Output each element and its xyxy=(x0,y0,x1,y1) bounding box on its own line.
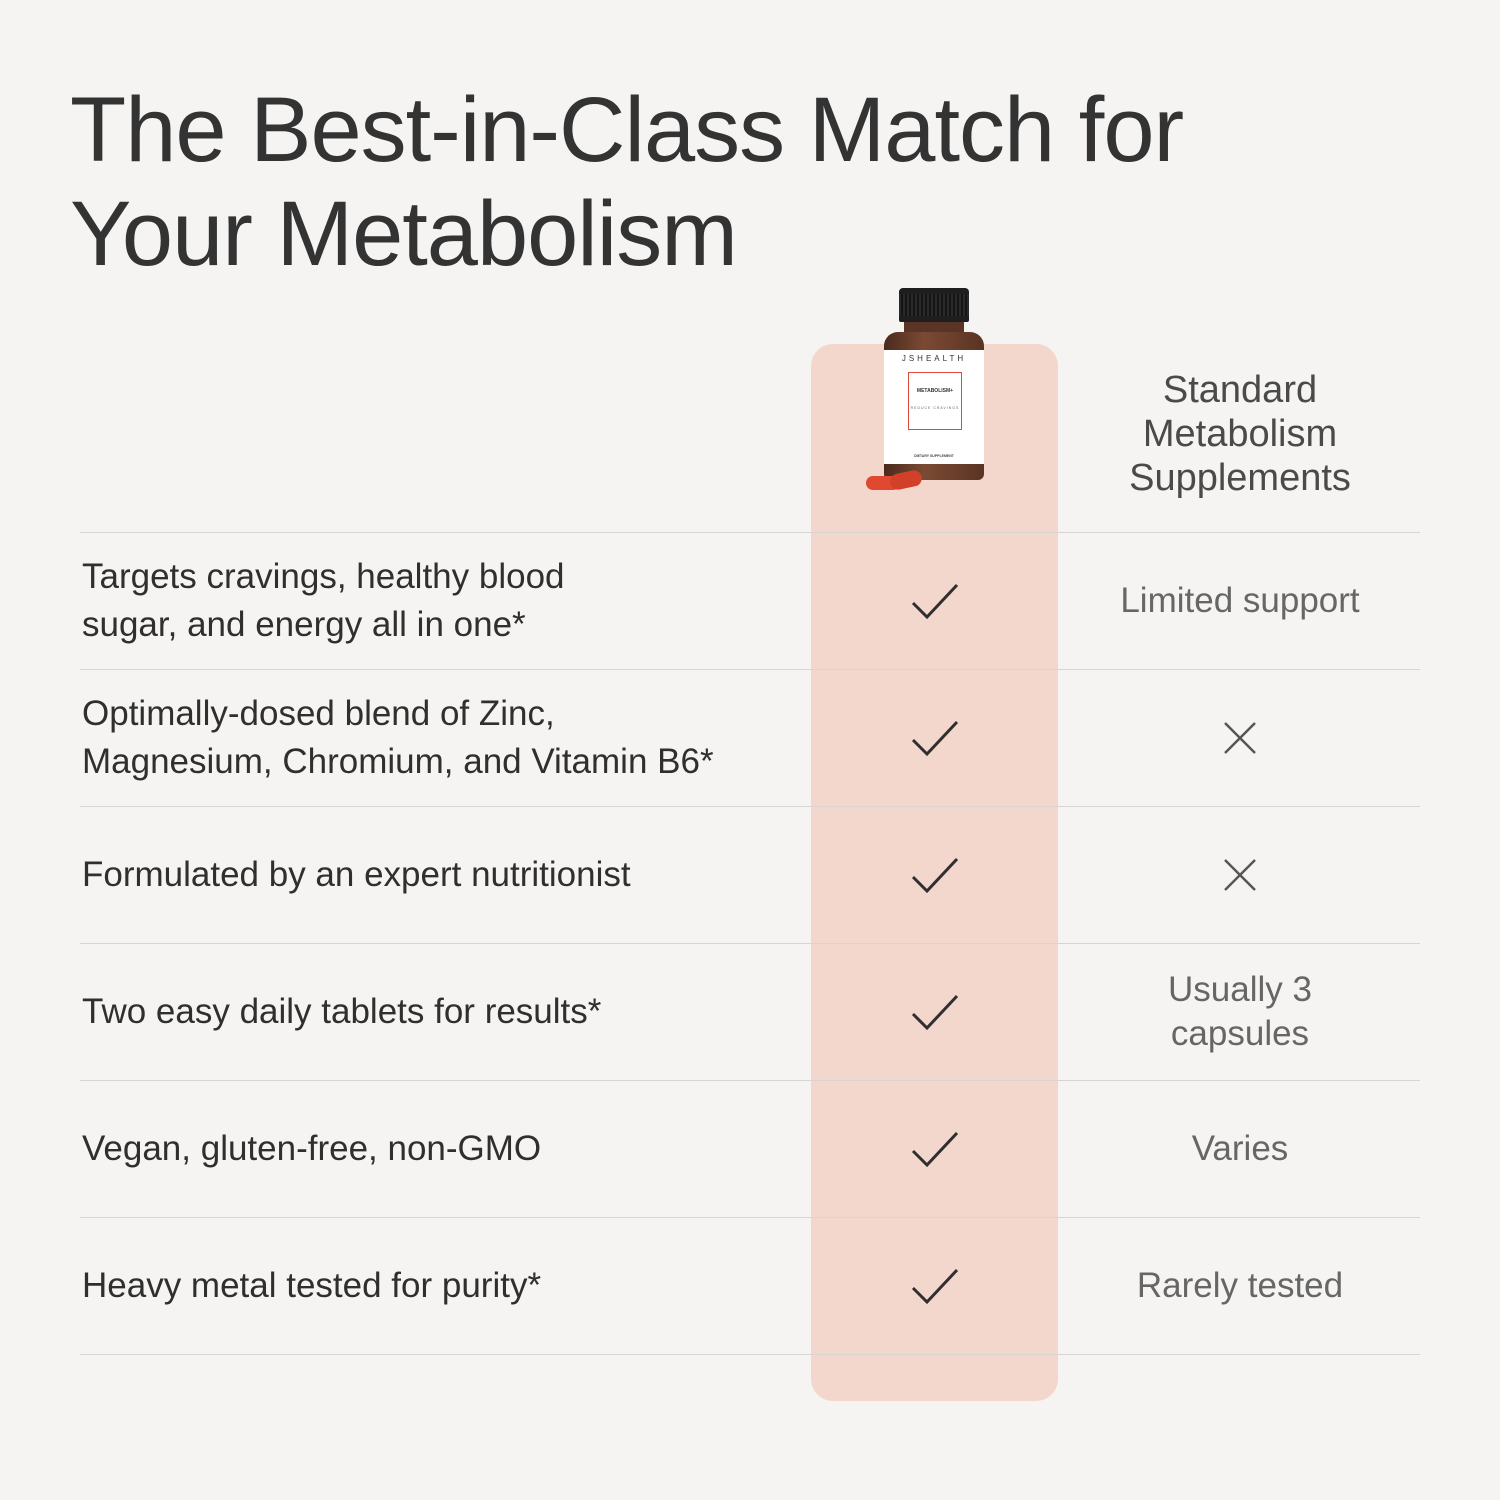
feature-label: Two easy daily tablets for results* xyxy=(82,944,802,1080)
standard-value: Varies xyxy=(1191,1129,1289,1168)
feature-label: Heavy metal tested for purity* xyxy=(82,1218,802,1354)
feature-label: Vegan, gluten-free, non-GMO xyxy=(82,1081,802,1217)
standard-column-header: Standard Metabolism Supplements xyxy=(1090,368,1390,500)
product-bottle-image: JSHEALTH METABOLISM+ REDUCE CRAVINGS DIE… xyxy=(866,288,990,498)
standard-value: Usually 3 capsules xyxy=(1090,944,1390,1080)
table-row: Optimally-dosed blend of Zinc, Magnesium… xyxy=(80,669,1420,806)
feature-line: Magnesium, Chromium, and Vitamin B6* xyxy=(82,742,714,781)
table-row: Formulated by an expert nutritionist xyxy=(80,806,1420,943)
bottle-cap xyxy=(899,288,969,322)
bottle-label-footer: DIETARY SUPPLEMENT xyxy=(914,454,954,458)
feature-line: Formulated by an expert nutritionist xyxy=(82,855,631,894)
bottle-brand-text: JSHEALTH xyxy=(901,354,967,363)
bottle-product-subtitle: REDUCE CRAVINGS xyxy=(910,406,960,410)
feature-line: Targets cravings, healthy blood xyxy=(82,557,565,596)
feature-label: Optimally-dosed blend of Zinc, Magnesium… xyxy=(82,670,802,806)
x-icon xyxy=(1224,722,1256,754)
header-line-3: Supplements xyxy=(1129,457,1351,499)
title-line-2: Your Metabolism xyxy=(70,183,738,285)
x-icon xyxy=(1224,859,1256,891)
standard-value xyxy=(1090,670,1390,806)
feature-line: Heavy metal tested for purity* xyxy=(82,1266,542,1305)
standard-value: Limited support xyxy=(1120,581,1360,620)
page-title: The Best-in-Class Match for Your Metabol… xyxy=(70,78,1370,286)
feature-line: sugar, and energy all in one* xyxy=(82,605,526,644)
check-icon xyxy=(911,720,959,757)
bottle-label-box xyxy=(908,372,962,430)
standard-value-line: Usually 3 xyxy=(1168,970,1312,1009)
comparison-table: Targets cravings, healthy blood sugar, a… xyxy=(80,532,1420,1355)
check-icon xyxy=(911,994,959,1031)
header-line-2: Metabolism xyxy=(1142,413,1338,455)
check-icon xyxy=(911,857,959,894)
title-line-1: The Best-in-Class Match for xyxy=(70,79,1184,181)
feature-line: Optimally-dosed blend of Zinc, xyxy=(82,694,555,733)
table-row: Vegan, gluten-free, non-GMO Varies xyxy=(80,1080,1420,1217)
feature-line: Vegan, gluten-free, non-GMO xyxy=(82,1129,542,1168)
check-icon xyxy=(911,583,959,620)
standard-value: Rarely tested xyxy=(1136,1266,1344,1305)
table-row: Two easy daily tablets for results* Usua… xyxy=(80,943,1420,1080)
check-icon xyxy=(911,1131,959,1168)
feature-label: Formulated by an expert nutritionist xyxy=(82,807,802,943)
bottle-product-name: METABOLISM+ xyxy=(916,388,954,394)
header-line-1: Standard xyxy=(1162,369,1318,411)
feature-label: Targets cravings, healthy blood sugar, a… xyxy=(82,533,802,669)
table-row: Heavy metal tested for purity* Rarely te… xyxy=(80,1217,1420,1355)
standard-value xyxy=(1090,807,1390,943)
check-icon xyxy=(911,1268,959,1305)
table-row: Targets cravings, healthy blood sugar, a… xyxy=(80,532,1420,669)
standard-value-line: capsules xyxy=(1170,1014,1310,1053)
feature-line: Two easy daily tablets for results* xyxy=(82,992,602,1031)
product-highlight-column xyxy=(811,344,1058,1401)
